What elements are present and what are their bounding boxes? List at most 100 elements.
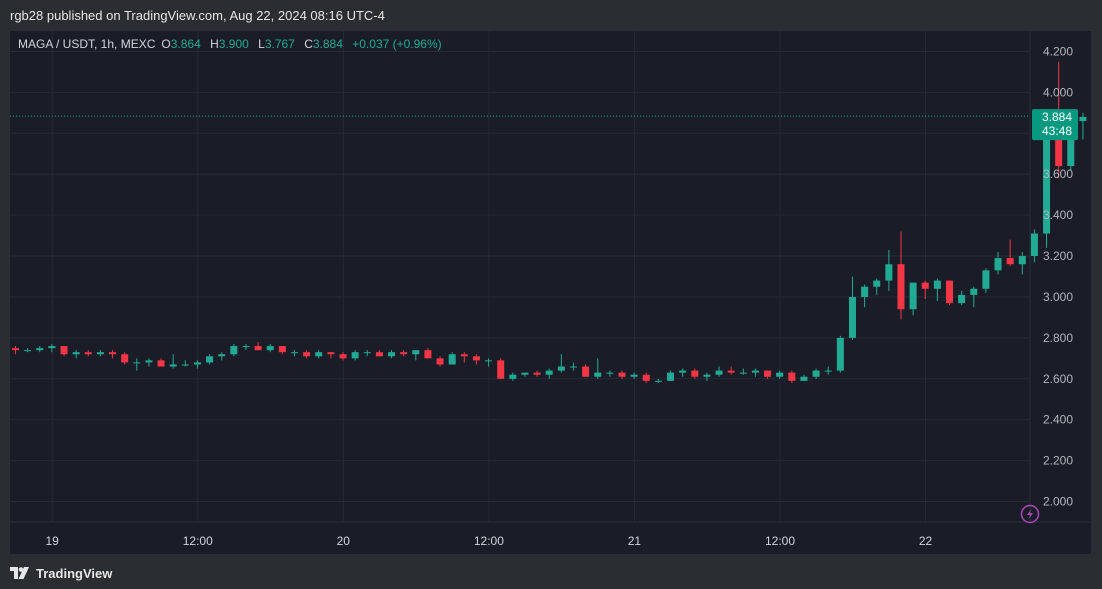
candle[interactable] [436,356,444,367]
candle[interactable] [339,352,347,361]
candle[interactable] [594,358,602,379]
candle[interactable] [303,350,311,359]
candle[interactable] [885,249,893,291]
candle[interactable] [994,251,1002,275]
candle[interactable] [472,354,480,365]
candle[interactable] [764,370,772,379]
candle[interactable] [327,352,335,359]
candle[interactable] [72,350,80,359]
candle[interactable] [958,290,966,306]
candle[interactable] [533,370,541,377]
candle[interactable] [654,378,662,383]
tradingview-logo[interactable]: TradingView [10,564,112,582]
candle-body [109,352,117,355]
candle[interactable] [266,344,274,353]
chart-panel[interactable]: 2.000 2.200 2.400 2.600 2.800 3.000 3.200 3.400… [10,31,1091,554]
candle[interactable] [667,370,675,381]
candle[interactable] [290,350,298,357]
candle[interactable] [84,350,92,357]
candle[interactable] [497,358,505,379]
candle[interactable] [933,278,941,302]
candle[interactable] [800,374,808,381]
candle[interactable] [169,354,177,369]
candle[interactable] [278,346,286,355]
candle[interactable] [848,276,856,340]
candle[interactable] [351,350,359,361]
candle[interactable] [727,366,735,375]
candle[interactable] [679,368,687,377]
candle[interactable] [1079,112,1087,140]
candle[interactable] [388,350,396,359]
candle[interactable] [873,278,881,295]
candle[interactable] [193,360,201,369]
candle[interactable] [96,350,104,357]
candle[interactable] [242,344,250,351]
candle[interactable] [36,346,44,353]
candle[interactable] [145,358,153,367]
candle[interactable] [424,348,432,359]
candle[interactable] [1030,229,1038,263]
candle[interactable] [1043,125,1051,248]
symbol-label[interactable]: MAGA / USDT, 1h, MEXC [18,37,156,51]
candlestick-chart[interactable]: 2.000 2.200 2.400 2.600 2.800 3.000 3.200 3.400… [10,31,1091,554]
candle[interactable] [751,368,759,377]
candle[interactable] [812,368,820,379]
candle-body [776,372,784,377]
candle[interactable] [157,358,165,367]
candle[interactable] [206,354,214,365]
candle[interactable] [861,284,869,308]
candle[interactable] [970,286,978,308]
candle[interactable] [776,370,784,379]
candle[interactable] [921,280,929,300]
candle[interactable] [109,350,117,359]
candle-body [12,348,19,351]
candle[interactable] [12,346,19,355]
candle[interactable] [703,372,711,381]
candle[interactable] [315,350,323,359]
candle[interactable] [24,348,32,353]
candle[interactable] [412,350,420,361]
candle[interactable] [121,352,129,365]
candle[interactable] [715,366,723,377]
candle[interactable] [691,368,699,379]
candle[interactable] [48,344,56,353]
candle[interactable] [181,360,189,367]
candle-body [145,360,153,363]
candle[interactable] [642,372,650,383]
candle[interactable] [521,372,529,377]
candle[interactable] [569,362,577,371]
candle[interactable] [375,350,383,357]
candle[interactable] [133,358,141,371]
candle[interactable] [909,282,917,316]
candle[interactable] [836,335,844,373]
candle-body [848,296,856,338]
candle[interactable] [582,364,590,377]
candle[interactable] [460,352,468,363]
candle[interactable] [509,372,517,381]
candle[interactable] [788,370,796,383]
candle[interactable] [1006,239,1014,267]
candle-body [764,370,772,377]
candle[interactable] [485,358,493,367]
candle[interactable] [60,346,68,357]
lightning-icon[interactable] [1020,504,1040,524]
candle[interactable] [630,372,638,379]
candle[interactable] [824,366,832,375]
candle[interactable] [606,370,614,377]
candle[interactable] [448,352,456,365]
candle[interactable] [218,352,226,361]
candle[interactable] [739,368,747,375]
candle[interactable] [1018,251,1026,275]
candle[interactable] [400,350,408,357]
candle-body [1055,125,1063,167]
candle-body [800,376,808,381]
candle[interactable] [946,280,954,306]
candle[interactable] [254,341,262,351]
candle[interactable] [363,350,371,357]
candle[interactable] [230,344,238,357]
candle[interactable] [545,368,553,379]
candle[interactable] [897,231,905,320]
candle[interactable] [982,268,990,293]
candle[interactable] [557,354,565,373]
candle[interactable] [618,370,626,379]
